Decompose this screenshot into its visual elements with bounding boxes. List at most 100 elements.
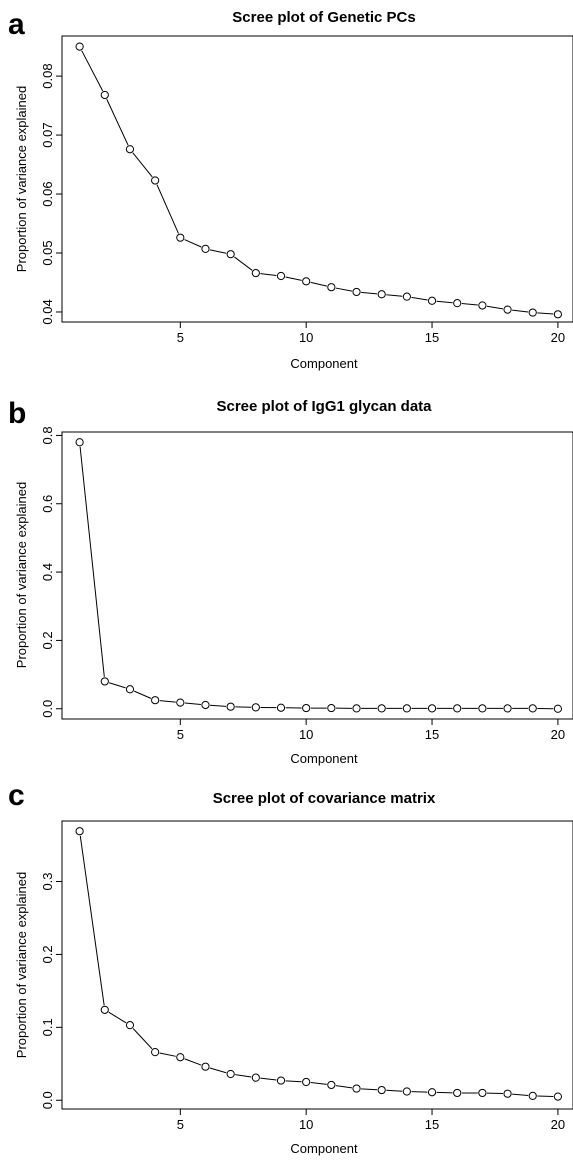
data-point [75,42,84,51]
data-point [75,827,84,836]
data-point [453,1088,462,1098]
data-point [100,677,109,686]
data-point [327,703,336,713]
series-line-segment [132,152,153,178]
chart-title: Scree plot of IgG1 glycan data [216,398,432,415]
data-point [503,1089,512,1098]
series-line-segment [361,1088,378,1091]
data-point [503,704,512,713]
panel-letter: b [8,397,26,430]
data-point [302,703,311,713]
panel-b: b Scree plot of IgG1 glycan data Compone… [0,385,573,775]
series-line-segment [106,98,129,146]
chart-marks: 5 10 15 20 0.0 0.2 0.4 0.6 0.8 [40,426,565,742]
data-point [201,1062,210,1071]
scree-chart-genetic-pcs: a Scree plot of Genetic PCs Component Pr… [8,8,573,371]
data-point [302,1077,311,1087]
y-tick-label: 0.0 [40,1091,55,1109]
series-line-segment [335,287,353,292]
data-point [226,250,235,259]
series-line-segment [512,309,529,313]
data-point [427,296,437,305]
x-axis-label: Component [290,751,358,766]
series-line-segment [209,249,227,254]
y-tick-label: 0.06 [40,181,55,206]
x-axis-label: Component [290,1141,358,1156]
plot-frame [61,35,573,323]
data-point [176,698,185,707]
scree-chart-igg1-glycan: b Scree plot of IgG1 glycan data Compone… [8,397,573,766]
series-line-segment [310,281,327,287]
panel-letter: c [8,779,25,812]
plot-frame [61,431,573,720]
x-tick-label: 15 [425,330,439,345]
x-tick-label: 10 [299,1117,313,1132]
data-point [553,310,562,319]
series-line-segment [234,256,253,271]
x-tick-label: 20 [551,330,565,345]
series-line-segment [159,700,176,703]
y-tick-label: 0.1 [40,1018,55,1036]
series-line-segment [184,702,201,706]
x-axis-label: Component [290,356,358,371]
data-point [352,704,361,713]
data-point [377,1085,386,1095]
series-line-segment [436,300,453,304]
y-tick-label: 0.6 [40,495,55,513]
y-tick-label: 0.2 [40,945,55,963]
series-line-segment [133,690,152,699]
data-point [377,290,386,299]
y-tick-label: 0.8 [40,426,55,444]
series-line-segment [210,704,227,707]
series-line-segment [108,1011,127,1024]
data-point [402,1087,411,1096]
data-point [478,1088,487,1098]
x-tick-label: 5 [177,1117,184,1132]
data-point [327,283,336,292]
series-line-segment [361,291,378,295]
panel-c: c Scree plot of covariance matrix Compon… [0,775,573,1163]
y-tick-label: 0.05 [40,240,55,265]
y-axis-label: Proportion of variance explained [14,872,29,1058]
y-tick-label: 0.0 [40,700,55,718]
data-point [100,1005,109,1014]
x-tick-label: 15 [425,1117,439,1132]
chart-title: Scree plot of covariance matrix [213,790,436,807]
data-point [251,268,260,278]
x-tick-label: 15 [425,727,439,742]
data-point [201,700,210,710]
series-line-segment [79,835,105,1006]
chart-marks: 5 10 15 20 0.0 0.1 0.2 0.3 [40,827,565,1132]
data-point [176,1053,185,1062]
data-point [125,145,135,154]
x-tick-label: 10 [299,727,313,742]
data-point [276,1076,286,1085]
data-point [427,1088,437,1097]
series-line-segment [386,294,403,297]
data-point [226,1069,235,1079]
data-point [251,703,260,712]
panel-letter: a [8,8,25,41]
data-point [402,292,411,301]
x-tick-label: 5 [177,330,184,345]
series-line-segment [156,184,179,234]
chart-marks: 5 10 15 20 0.04 0.05 0.06 0.07 0.08 [40,42,565,345]
data-point [503,305,512,314]
series-line-segment [411,296,428,301]
data-point [226,702,235,711]
series-line-segment [184,1058,202,1066]
x-tick-label: 20 [551,1117,565,1132]
series-line-segment [109,682,126,689]
data-point [302,277,311,286]
data-point [176,233,185,242]
series-line-segment [81,50,104,92]
data-point [327,1080,336,1090]
data-point [478,301,487,310]
data-point [276,703,286,712]
data-point [100,90,109,100]
y-axis-label: Proportion of variance explained [14,482,29,668]
series-line-segment [310,1082,327,1085]
data-point [528,1091,537,1100]
data-point [528,308,537,317]
panel-a: a Scree plot of Genetic PCs Component Pr… [0,0,573,385]
